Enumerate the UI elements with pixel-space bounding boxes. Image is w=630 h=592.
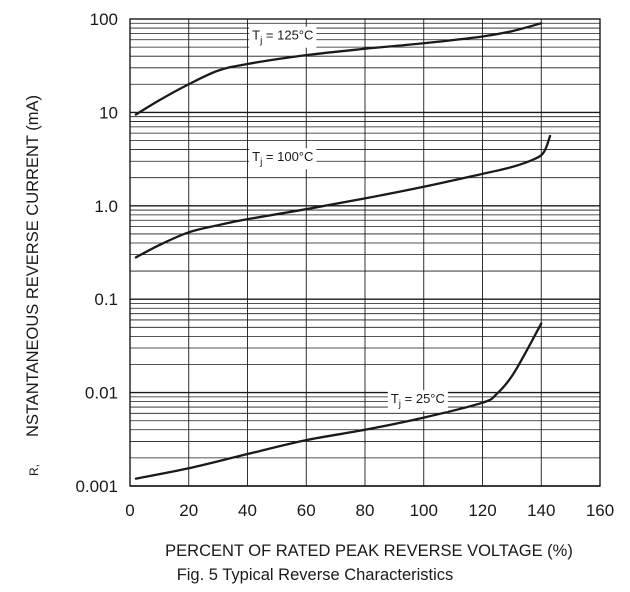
y-axis-label-prefix: R, bbox=[27, 464, 41, 476]
x-tick-label: 60 bbox=[297, 501, 316, 520]
x-tick-label: 20 bbox=[179, 501, 198, 520]
curve-label-2: Tj = 25°C bbox=[391, 391, 445, 410]
plot-frame bbox=[129, 18, 601, 487]
curve-label-1: Tj = 100°C bbox=[252, 149, 313, 168]
curve-label-background bbox=[249, 26, 317, 48]
series-line-1 bbox=[134, 134, 552, 259]
curve-label-rest: = 100°C bbox=[262, 149, 313, 164]
y-tick-label: 100 bbox=[90, 10, 118, 29]
curve-label-subscript: j bbox=[398, 399, 401, 410]
series-line-2 bbox=[134, 322, 543, 480]
curves bbox=[134, 22, 552, 480]
y-axis-label: NSTANTANEOUS REVERSE CURRENT (mA) bbox=[24, 95, 42, 437]
curve-label-0: Tj = 125°C bbox=[252, 28, 313, 47]
x-tick-label: 140 bbox=[527, 501, 555, 520]
figure-caption: Fig. 5 Typical Reverse Characteristics bbox=[176, 566, 454, 584]
y-tick-label: 1.0 bbox=[94, 197, 118, 216]
series-line-0 bbox=[134, 22, 543, 116]
curve-label-main: T bbox=[252, 28, 260, 43]
x-tick-labels: 0 20 40 60 80 100 120 140 160 bbox=[125, 501, 614, 520]
y-tick-label: 10 bbox=[99, 103, 118, 122]
grid bbox=[129, 18, 601, 487]
x-tick-label: 0 bbox=[125, 501, 134, 520]
x-axis-label: PERCENT OF RATED PEAK REVERSE VOLTAGE (%… bbox=[165, 542, 573, 560]
x-tick-label: 120 bbox=[468, 501, 496, 520]
curve-label-background bbox=[249, 148, 317, 170]
y-tick-label: 0.01 bbox=[85, 384, 118, 403]
x-tick-label: 100 bbox=[410, 501, 438, 520]
y-tick-labels: 0.001 0.01 0.1 1.0 10 100 bbox=[75, 10, 118, 496]
curve-label-subscript: j bbox=[259, 36, 262, 47]
y-tick-label: 0.1 bbox=[94, 290, 118, 309]
x-tick-label: 80 bbox=[356, 501, 375, 520]
x-tick-label: 160 bbox=[586, 501, 614, 520]
curve-label-main: T bbox=[391, 391, 399, 406]
curve-label-rest: = 25°C bbox=[401, 391, 445, 406]
curve-label-subscript: j bbox=[259, 157, 262, 168]
y-tick-label: 0.001 bbox=[75, 477, 118, 496]
curve-label-background bbox=[387, 390, 448, 412]
x-tick-label: 40 bbox=[238, 501, 257, 520]
curve-label-main: T bbox=[252, 149, 260, 164]
curve-labels: Tj = 125°CTj = 100°CTj = 25°C bbox=[249, 26, 448, 412]
curve-label-rest: = 125°C bbox=[262, 28, 313, 43]
